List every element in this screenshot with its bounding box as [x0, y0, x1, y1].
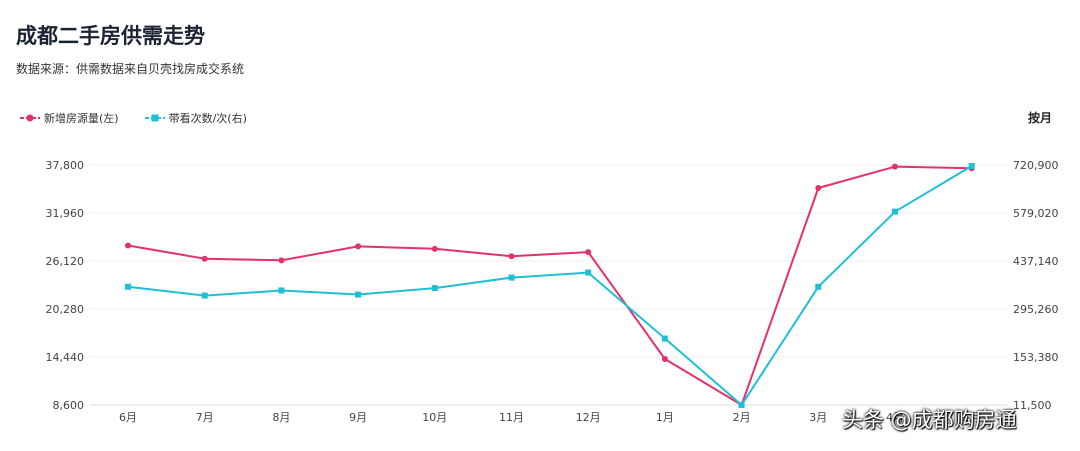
data-point-new-listings [892, 163, 898, 170]
y-right-tick-label: 11,500 [1013, 399, 1052, 412]
y-left-tick-label: 8,600 [53, 399, 85, 412]
data-point-new-listings [201, 255, 208, 262]
x-tick-label: 4月 [886, 411, 904, 424]
data-point-new-listings [278, 257, 285, 264]
data-point-viewings [815, 283, 822, 290]
data-point-viewings [278, 287, 285, 294]
x-tick-label: 3月 [809, 411, 827, 424]
data-point-viewings [431, 285, 438, 292]
x-tick-label: 2月 [733, 411, 751, 424]
data-point-viewings [508, 274, 515, 281]
legend-line-circle-icon [20, 114, 40, 122]
data-point-new-listings [585, 249, 592, 256]
legend-line-square-icon [144, 114, 165, 122]
data-source-note: 数据来源：供需数据来自贝壳找房成交系统 [16, 62, 245, 76]
data-point-new-listings [508, 253, 515, 260]
legend-label-new-listings: 新增房源量(左) [44, 112, 119, 125]
data-point-new-listings [355, 243, 362, 250]
legend-item-new-listings[interactable]: 新增房源量(左) [20, 110, 119, 126]
y-right-tick-label: 153,380 [1013, 351, 1059, 364]
y-right-tick-label: 437,140 [1013, 255, 1059, 268]
y-right-tick-label: 579,020 [1013, 207, 1059, 220]
data-point-viewings [892, 208, 898, 215]
x-tick-label: 6月 [119, 411, 137, 424]
x-tick-label: 12月 [576, 411, 601, 424]
x-tick-label: 11月 [499, 411, 524, 424]
data-point-viewings [201, 292, 208, 299]
y-left-tick-label: 26,120 [46, 255, 85, 268]
legend-label-viewings: 带看次数/次(右) [168, 112, 247, 125]
data-point-new-listings [661, 355, 668, 362]
data-point-viewings [585, 269, 592, 276]
x-tick-label: 7月 [196, 411, 214, 424]
x-tick-label: 1月 [656, 411, 674, 424]
y-right-tick-label: 295,260 [1013, 303, 1059, 316]
y-right-tick-label: 720,900 [1013, 159, 1059, 172]
series-line-new-listings [127, 165, 972, 406]
x-tick-label: 5月 [963, 411, 981, 424]
x-tick-label: 10月 [422, 411, 447, 424]
data-point-viewings [355, 291, 362, 298]
y-left-tick-label: 31,960 [46, 207, 85, 220]
chart-legend: 新增房源量(左) 带看次数/次(右) [20, 110, 273, 126]
page-title: 成都二手房供需走势 [16, 24, 205, 48]
watermark: 头条 @成都购房通 [842, 408, 1017, 432]
y-left-tick-label: 14,440 [46, 351, 85, 364]
period-selector[interactable]: 按月 [1027, 111, 1052, 125]
series-line-viewings [127, 165, 973, 406]
data-point-new-listings [125, 242, 131, 249]
data-point-viewings [968, 162, 975, 169]
legend-item-viewings[interactable]: 带看次数/次(右) [144, 110, 247, 126]
y-left-tick-label: 20,280 [46, 303, 85, 316]
data-point-viewings [661, 335, 668, 342]
data-point-new-listings [431, 245, 438, 252]
data-point-viewings [125, 283, 131, 290]
data-point-new-listings [815, 185, 822, 192]
y-left-tick-label: 37,800 [46, 159, 85, 172]
x-tick-label: 8月 [272, 411, 290, 424]
data-point-viewings [738, 402, 745, 408]
x-tick-label: 9月 [349, 411, 367, 424]
